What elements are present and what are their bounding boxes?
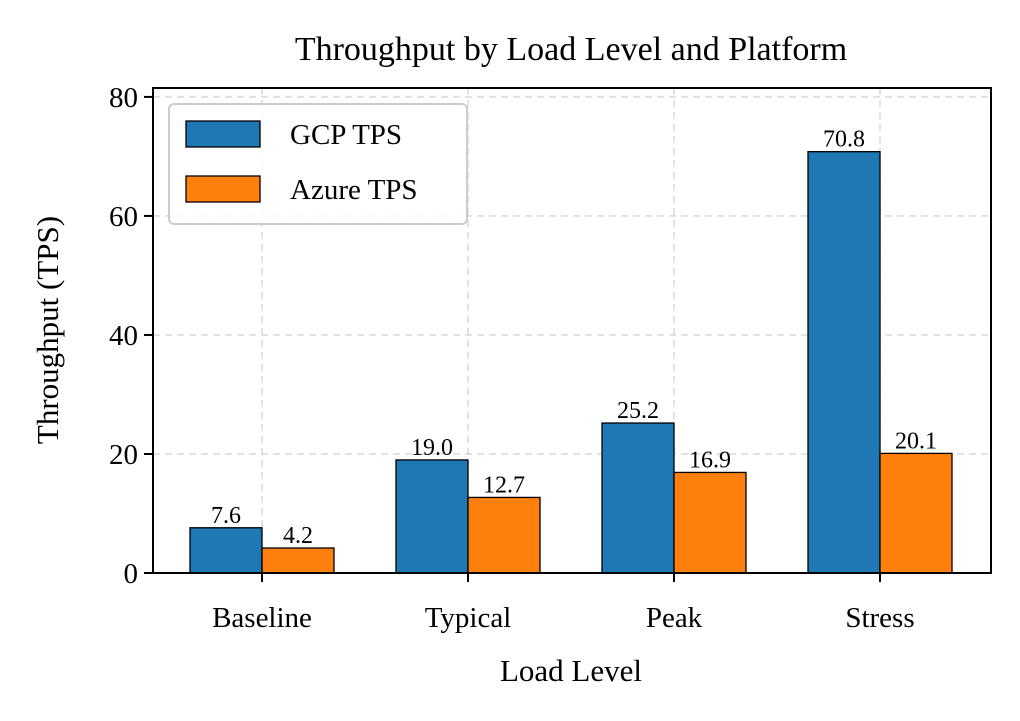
chart-title: Throughput by Load Level and Platform bbox=[295, 31, 847, 68]
x-axis-label: Load Level bbox=[500, 653, 642, 688]
legend-swatch-azure bbox=[185, 175, 261, 203]
y-tick-label: 80 bbox=[109, 82, 138, 114]
bar-gcp-baseline bbox=[189, 527, 263, 574]
x-tick-label-stress: Stress bbox=[845, 602, 914, 634]
bar-gcp-peak bbox=[601, 422, 675, 574]
x-axis: Baseline Typical Peak Stress bbox=[212, 573, 915, 634]
legend-label-gcp: GCP TPS bbox=[290, 119, 402, 151]
bars bbox=[189, 151, 953, 574]
y-tick-label: 20 bbox=[109, 439, 138, 471]
bar-value-labels: 7.6 19.0 25.2 70.8 4.2 12.7 16.9 20.1 bbox=[211, 127, 937, 549]
x-tick-label-typical: Typical bbox=[425, 602, 512, 634]
x-tick-label-baseline: Baseline bbox=[212, 602, 312, 634]
bar-value-label: 7.6 bbox=[211, 503, 241, 529]
y-tick-label: 0 bbox=[124, 558, 139, 590]
bar-azure-typical bbox=[467, 496, 541, 574]
plot-frame bbox=[152, 87, 992, 574]
y-tick-label: 40 bbox=[109, 320, 138, 352]
bar-value-label: 16.9 bbox=[689, 447, 731, 473]
bar-azure-stress bbox=[879, 452, 953, 574]
bar-value-label: 25.2 bbox=[617, 398, 659, 424]
y-axis: 0 20 40 60 80 bbox=[109, 82, 153, 590]
bar-value-label: 70.8 bbox=[823, 127, 865, 153]
bar-value-label: 19.0 bbox=[411, 435, 453, 461]
bar-azure-baseline bbox=[261, 547, 335, 574]
bar-gcp-typical bbox=[395, 459, 469, 574]
legend: GCP TPS Azure TPS bbox=[168, 103, 468, 225]
legend-swatch-gcp bbox=[185, 120, 261, 148]
bar-value-label: 4.2 bbox=[283, 523, 313, 549]
bar-gcp-stress bbox=[807, 151, 881, 574]
y-tick-label: 60 bbox=[109, 201, 138, 233]
legend-label-azure: Azure TPS bbox=[290, 174, 418, 206]
y-axis-label: Throughput (TPS) bbox=[30, 216, 65, 444]
bar-value-label: 12.7 bbox=[483, 472, 525, 498]
x-tick-label-peak: Peak bbox=[646, 602, 703, 634]
bar-azure-peak bbox=[673, 471, 747, 574]
bar-value-label: 20.1 bbox=[895, 428, 937, 454]
